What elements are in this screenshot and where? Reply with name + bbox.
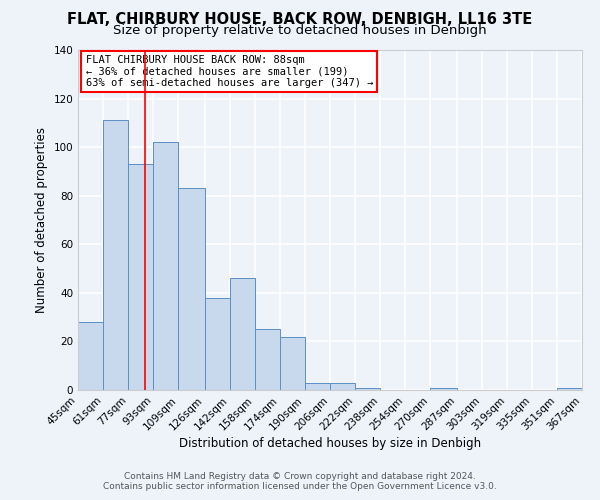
Bar — [230, 278, 255, 390]
Bar — [128, 164, 153, 390]
Bar — [330, 382, 355, 390]
Bar — [153, 142, 178, 390]
Text: Size of property relative to detached houses in Denbigh: Size of property relative to detached ho… — [113, 24, 487, 37]
Text: Contains HM Land Registry data © Crown copyright and database right 2024.
Contai: Contains HM Land Registry data © Crown c… — [103, 472, 497, 491]
Bar — [557, 388, 582, 390]
Bar — [280, 336, 305, 390]
X-axis label: Distribution of detached houses by size in Denbigh: Distribution of detached houses by size … — [179, 438, 481, 450]
Bar — [255, 330, 280, 390]
Bar — [178, 188, 205, 390]
Bar — [103, 120, 128, 390]
Bar — [430, 388, 457, 390]
Bar — [205, 298, 230, 390]
Text: FLAT, CHIRBURY HOUSE, BACK ROW, DENBIGH, LL16 3TE: FLAT, CHIRBURY HOUSE, BACK ROW, DENBIGH,… — [67, 12, 533, 28]
Text: FLAT CHIRBURY HOUSE BACK ROW: 88sqm
← 36% of detached houses are smaller (199)
6: FLAT CHIRBURY HOUSE BACK ROW: 88sqm ← 36… — [86, 55, 373, 88]
Y-axis label: Number of detached properties: Number of detached properties — [35, 127, 48, 313]
Bar — [355, 388, 380, 390]
Bar — [305, 382, 330, 390]
Bar — [78, 322, 103, 390]
